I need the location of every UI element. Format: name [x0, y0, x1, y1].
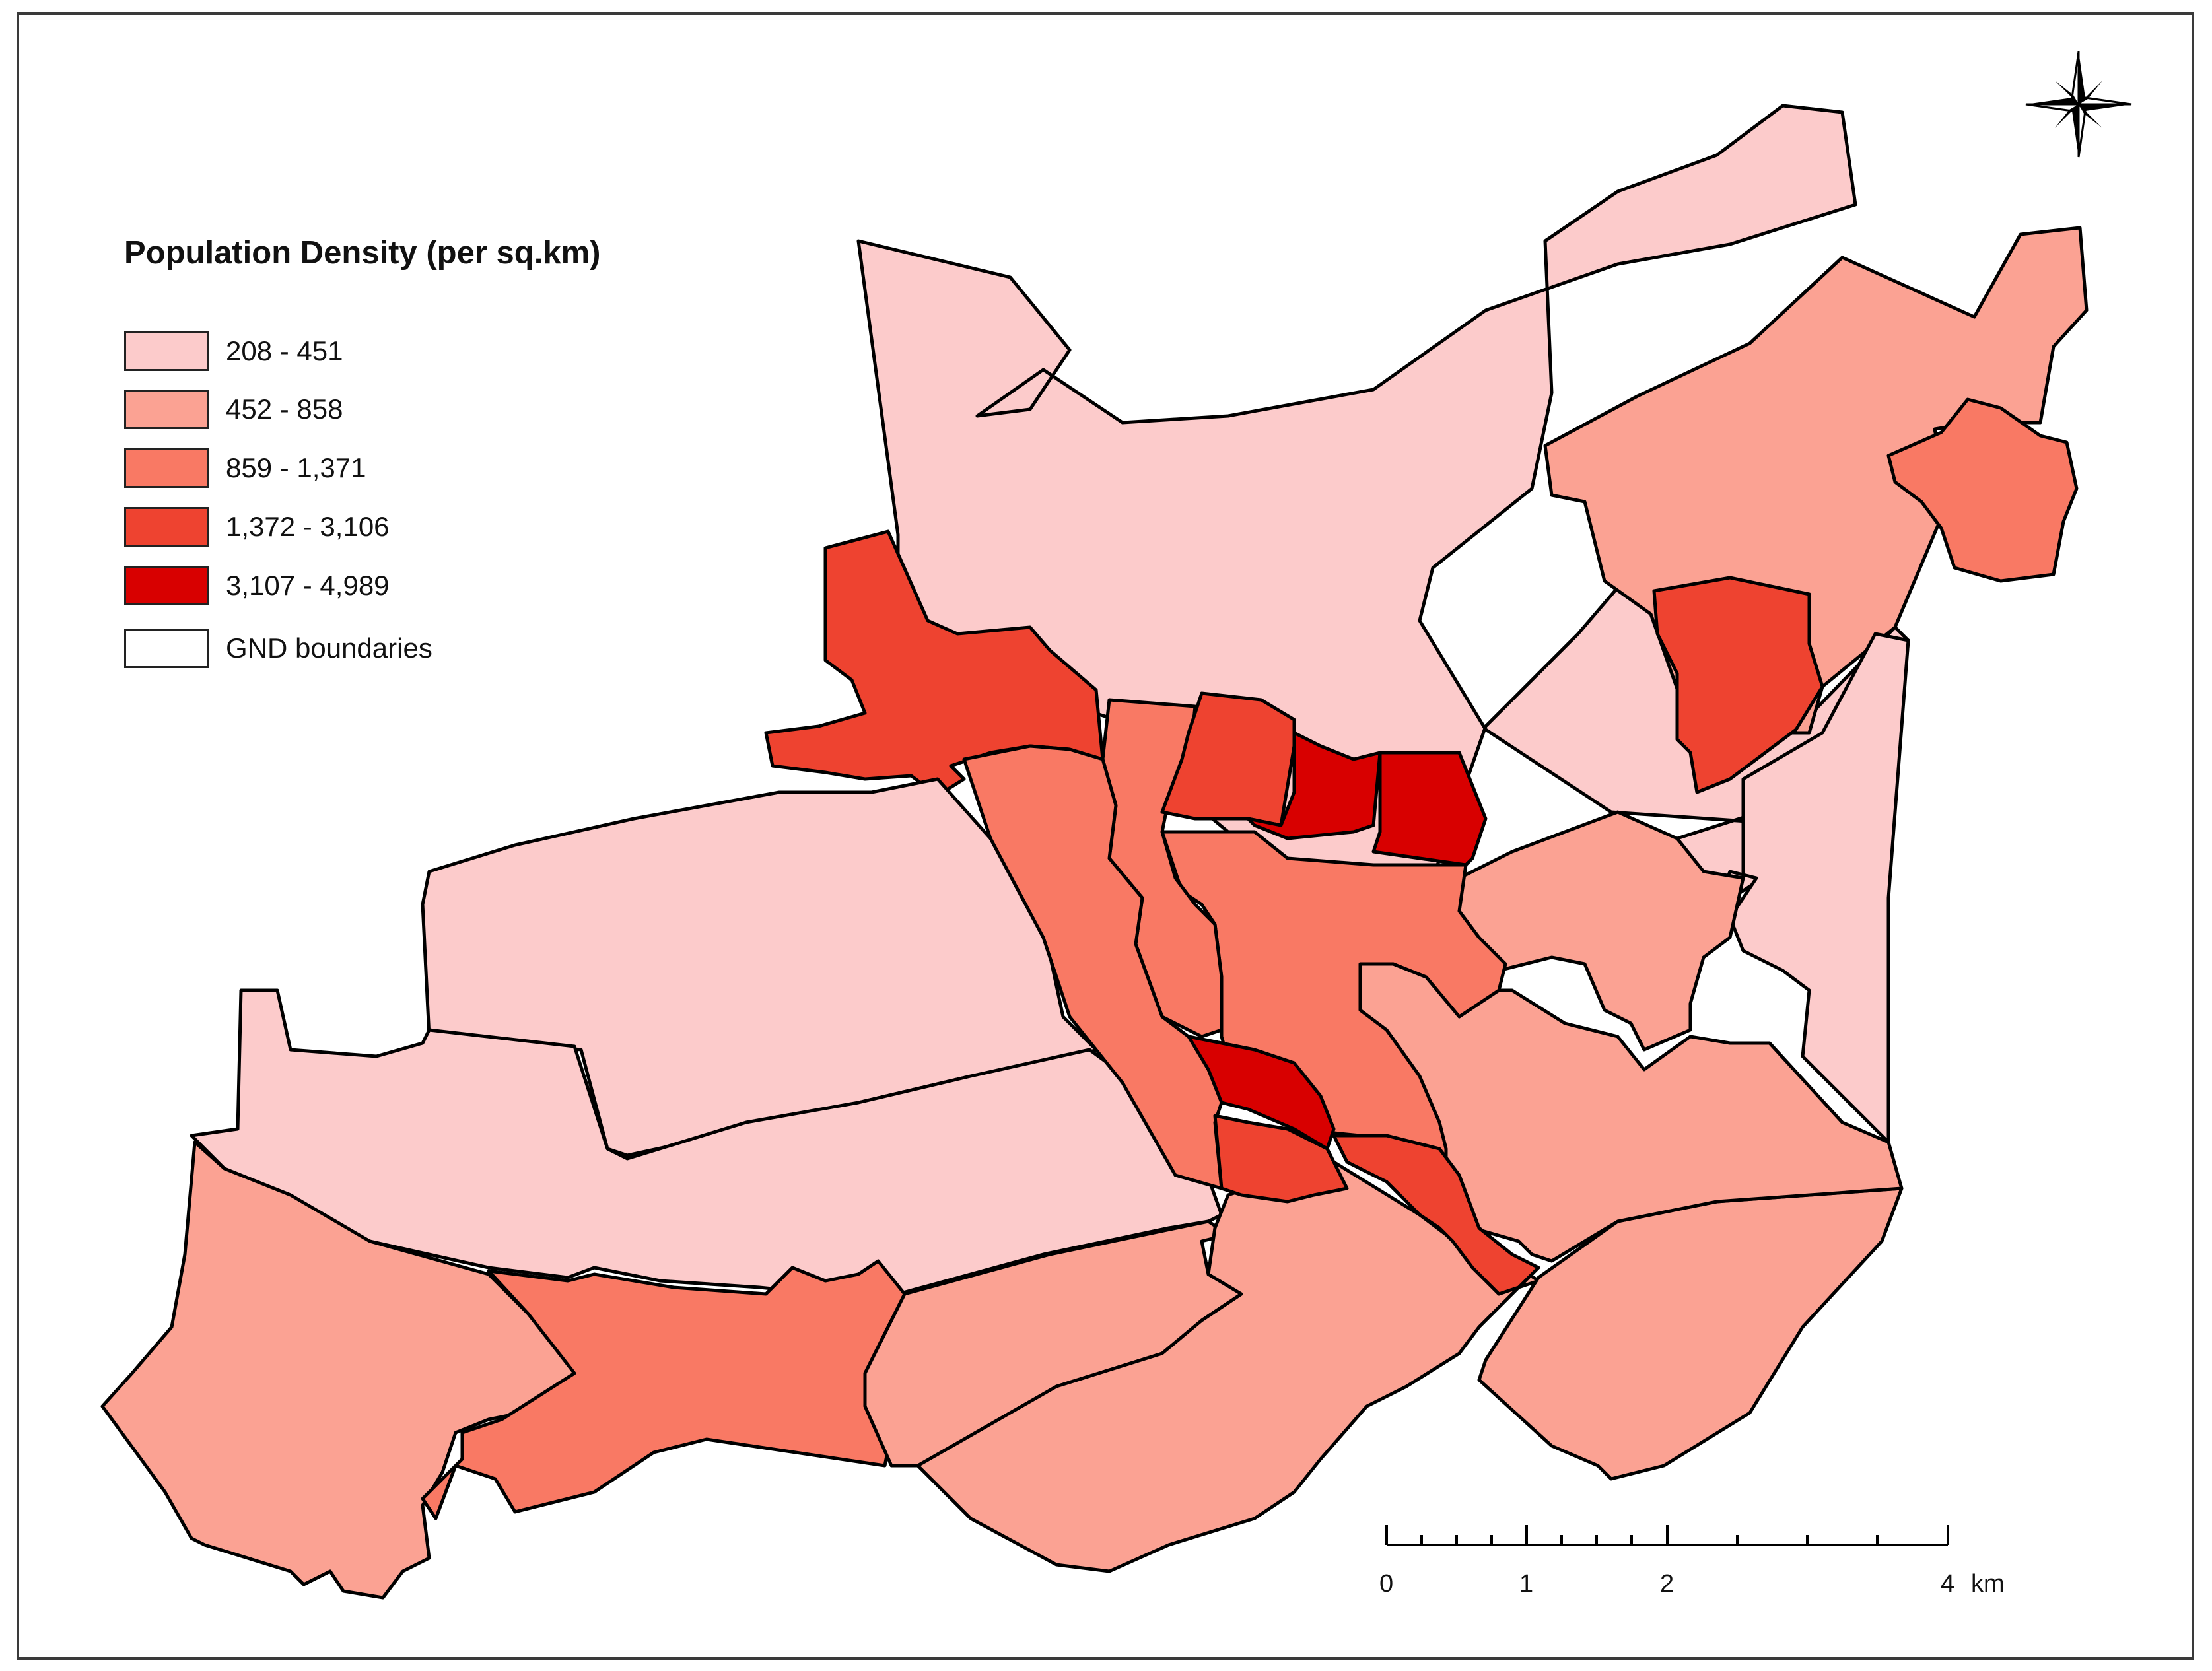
gnd-region: [764, 529, 1105, 798]
scale-label: 4: [1941, 1570, 1955, 1598]
gnd-region: [1332, 1134, 1540, 1296]
legend-label: 859 - 1,371: [226, 452, 366, 483]
legend-swatch: [124, 448, 209, 488]
scale-label: 2: [1660, 1570, 1675, 1598]
north-arrow-compass-icon: [2025, 51, 2132, 158]
gnd-region: [1886, 397, 2079, 583]
gnd-region: [1187, 1035, 1336, 1151]
legend-title: Population Density (per sq.km): [124, 235, 601, 271]
legend-label: 452 - 858: [226, 393, 343, 425]
legend-label: 3,107 - 4,989: [226, 570, 390, 601]
scale-unit: km: [1971, 1570, 2005, 1598]
legend-item: 452 - 858: [124, 388, 343, 430]
legend-item: 859 - 1,371: [124, 447, 366, 489]
legend-item: GND boundaries: [124, 627, 432, 669]
scale-bar: [1385, 1525, 1949, 1546]
legend-label: 1,372 - 3,106: [226, 511, 390, 542]
legend-label: GND boundaries: [226, 632, 432, 664]
legend-swatch: [124, 507, 209, 547]
gnd-region: [1213, 1114, 1349, 1204]
gnd-region: [1371, 751, 1488, 867]
legend-swatch: [124, 629, 209, 668]
legend-item: 1,372 - 3,106: [124, 506, 390, 548]
gnd-region: [421, 1259, 907, 1520]
legend-item: 208 - 451: [124, 330, 343, 372]
scale-label: 0: [1379, 1570, 1394, 1598]
scale-label: 1: [1519, 1570, 1534, 1598]
legend-label: 208 - 451: [226, 335, 343, 366]
legend-swatch: [124, 390, 209, 429]
gnd-region: [1451, 810, 1745, 1052]
legend-item: 3,107 - 4,989: [124, 564, 390, 607]
legend-swatch: [124, 566, 209, 605]
gnd-region: [1246, 731, 1382, 840]
gnd-region: [1652, 576, 1824, 794]
legend-swatch: [124, 331, 209, 371]
